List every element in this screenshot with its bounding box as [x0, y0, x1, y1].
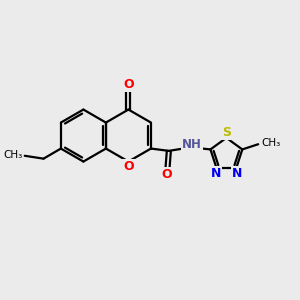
Text: N: N [232, 167, 242, 180]
Text: CH₃: CH₃ [262, 138, 281, 148]
Text: N: N [211, 167, 221, 180]
Text: N: N [190, 140, 200, 153]
Text: S: S [223, 126, 232, 139]
Text: NH: NH [182, 138, 202, 151]
Text: O: O [161, 168, 172, 181]
Text: O: O [123, 78, 134, 91]
Text: CH₃: CH₃ [3, 150, 22, 160]
Text: O: O [123, 160, 134, 173]
Text: H: H [184, 136, 193, 147]
